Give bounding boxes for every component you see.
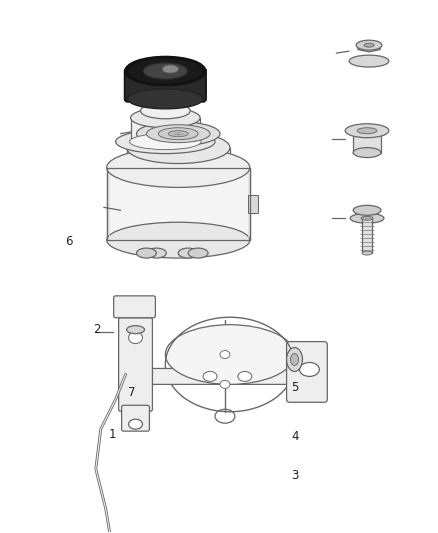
Text: 6: 6 — [65, 235, 73, 248]
Ellipse shape — [203, 372, 217, 382]
FancyBboxPatch shape — [124, 68, 206, 102]
Ellipse shape — [141, 103, 190, 119]
Ellipse shape — [137, 248, 156, 258]
Ellipse shape — [178, 248, 198, 258]
Bar — [107, 167, 250, 240]
Ellipse shape — [349, 55, 389, 67]
Bar — [353, 131, 381, 152]
Ellipse shape — [127, 89, 203, 109]
Ellipse shape — [144, 63, 187, 79]
Ellipse shape — [300, 362, 319, 376]
Ellipse shape — [127, 132, 230, 164]
FancyBboxPatch shape — [119, 318, 152, 411]
Ellipse shape — [159, 128, 198, 140]
Ellipse shape — [146, 248, 166, 258]
Ellipse shape — [107, 222, 250, 258]
Ellipse shape — [356, 40, 382, 50]
Ellipse shape — [188, 248, 208, 258]
Ellipse shape — [238, 372, 252, 382]
Bar — [178, 249, 198, 257]
FancyBboxPatch shape — [122, 405, 149, 431]
Ellipse shape — [137, 122, 220, 146]
Ellipse shape — [131, 108, 200, 128]
Text: 3: 3 — [291, 470, 299, 482]
Ellipse shape — [146, 125, 210, 143]
Polygon shape — [355, 206, 379, 214]
Ellipse shape — [353, 148, 381, 158]
Ellipse shape — [353, 205, 381, 215]
FancyBboxPatch shape — [148, 368, 296, 384]
Ellipse shape — [107, 148, 250, 188]
Ellipse shape — [220, 351, 230, 359]
Ellipse shape — [361, 216, 373, 220]
Ellipse shape — [127, 57, 203, 85]
Ellipse shape — [350, 213, 384, 223]
Text: 5: 5 — [291, 381, 299, 394]
Ellipse shape — [345, 124, 389, 138]
Text: 2: 2 — [93, 322, 101, 336]
Ellipse shape — [165, 325, 294, 384]
Ellipse shape — [130, 134, 201, 150]
Text: 7: 7 — [128, 386, 136, 399]
Ellipse shape — [162, 65, 178, 73]
Ellipse shape — [362, 251, 372, 255]
Ellipse shape — [116, 130, 215, 154]
Ellipse shape — [129, 419, 142, 429]
Ellipse shape — [168, 131, 188, 136]
Bar — [248, 196, 258, 213]
Bar — [131, 118, 200, 142]
Ellipse shape — [290, 353, 298, 366]
Ellipse shape — [286, 348, 303, 372]
Ellipse shape — [220, 381, 230, 389]
Ellipse shape — [357, 128, 377, 134]
Text: 1: 1 — [109, 428, 116, 441]
Ellipse shape — [129, 332, 142, 344]
Ellipse shape — [127, 326, 145, 334]
FancyBboxPatch shape — [286, 342, 327, 402]
Polygon shape — [358, 43, 380, 52]
Ellipse shape — [364, 43, 374, 47]
FancyBboxPatch shape — [114, 296, 155, 318]
Bar — [362, 218, 372, 253]
Bar — [146, 249, 166, 257]
Text: 4: 4 — [291, 430, 299, 443]
